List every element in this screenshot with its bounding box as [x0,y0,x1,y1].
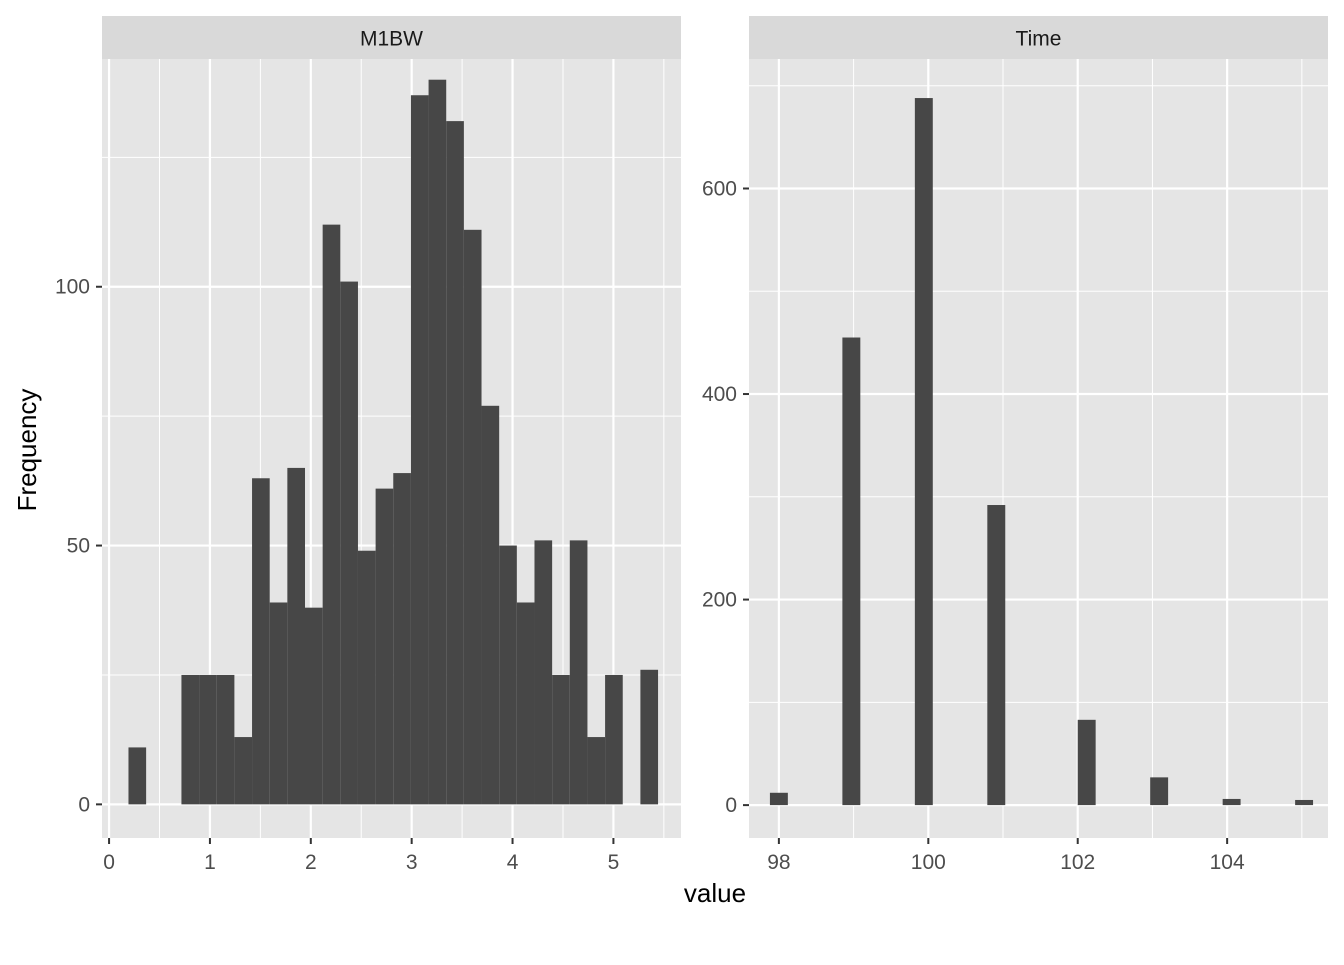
histogram-bar [1077,719,1096,806]
x-tick-label: 104 [1210,851,1245,874]
strip-background [102,16,681,59]
x-tick-label: 3 [406,851,418,874]
histogram-bar [181,674,200,805]
histogram-bar [587,737,606,805]
y-tick-label: 400 [702,383,737,406]
histogram-bar [769,792,788,806]
histogram-bar [569,540,588,805]
histogram-bar [322,224,341,805]
y-tick-label: 0 [78,793,90,816]
x-tick-label: 0 [103,851,115,874]
x-tick-label: 4 [507,851,519,874]
histogram-bar [287,467,306,805]
histogram-bar [269,602,288,805]
histogram-bar [516,602,535,805]
strip-label: Time [1016,28,1062,51]
histogram-bar [1222,798,1241,806]
histogram-bar [128,747,147,805]
histogram-bar [393,473,411,805]
y-axis-title: Frequency [12,389,42,512]
y-tick-label: 100 [55,276,90,299]
histogram-bar [914,98,933,806]
histogram-bar [640,669,659,805]
x-tick-label: 102 [1060,851,1095,874]
histogram-bar [428,79,447,805]
histogram-bar [305,607,323,805]
x-tick-label: 5 [608,851,620,874]
histogram-bar [1295,799,1314,806]
x-tick-label: 2 [305,851,317,874]
histogram-bar [534,540,553,805]
histogram-bar [252,478,270,805]
y-tick-label: 200 [702,589,737,612]
x-tick-label: 1 [204,851,216,874]
histogram-bar [987,505,1006,806]
x-axis-title: value [684,878,746,908]
histogram-bar [499,545,517,805]
histogram-bar [481,405,500,805]
histogram-bar [605,674,623,805]
strip-label: M1BW [360,28,423,51]
histogram-bar [375,488,394,805]
histogram-bar [842,337,861,806]
x-tick-label: 100 [911,851,946,874]
panel-time: Time 98 100 102 104 0 200 400 600 [702,16,1328,874]
histogram-bar [199,674,217,805]
histogram-bar [1150,777,1169,806]
histogram-bar [463,229,482,805]
strip-background [749,16,1328,59]
histogram-bar [234,737,253,805]
y-tick-label: 50 [67,535,90,558]
histogram-bar [410,95,429,805]
y-tick-label: 600 [702,177,737,200]
y-tick-label: 0 [725,794,737,817]
histogram-bar [216,674,235,805]
x-tick-label: 98 [767,851,790,874]
histogram-bar [340,281,358,805]
histogram-bar [446,121,464,805]
histogram-bar [552,674,570,805]
histogram-bar [357,550,376,805]
panel-background [749,59,1328,838]
